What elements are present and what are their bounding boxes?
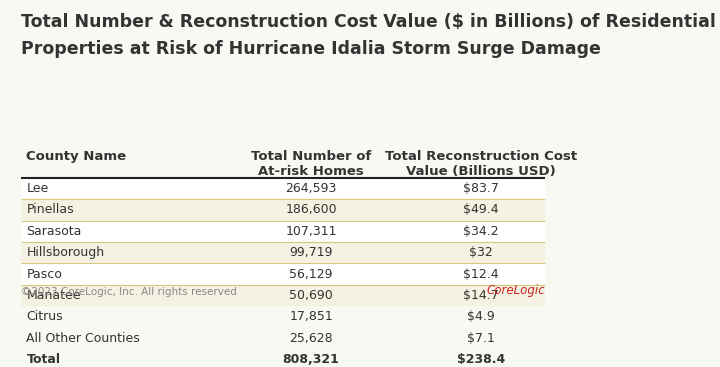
- Bar: [21, 285, 546, 306]
- Bar: [21, 199, 546, 221]
- Text: Total Number & Reconstruction Cost Value ($ in Billions) of Residential
Properti: Total Number & Reconstruction Cost Value…: [21, 13, 716, 58]
- Text: Total Number of
At-risk Homes: Total Number of At-risk Homes: [251, 150, 372, 178]
- Text: 56,129: 56,129: [289, 268, 333, 280]
- Text: Total: Total: [27, 353, 60, 366]
- Text: ©2023 CoreLogic, Inc. All rights reserved: ©2023 CoreLogic, Inc. All rights reserve…: [21, 287, 237, 297]
- Text: $238.4: $238.4: [457, 353, 505, 366]
- Text: $7.1: $7.1: [467, 332, 495, 345]
- Text: 186,600: 186,600: [285, 203, 337, 216]
- Bar: [21, 306, 546, 328]
- Bar: [21, 349, 546, 367]
- Text: Pinellas: Pinellas: [27, 203, 74, 216]
- Text: 50,690: 50,690: [289, 289, 333, 302]
- Text: 808,321: 808,321: [283, 353, 340, 366]
- Text: 99,719: 99,719: [289, 246, 333, 259]
- Text: 264,593: 264,593: [285, 182, 337, 195]
- Text: CoreLogic: CoreLogic: [487, 284, 546, 297]
- Text: All Other Counties: All Other Counties: [27, 332, 140, 345]
- Text: $12.4: $12.4: [464, 268, 499, 280]
- Text: $83.7: $83.7: [464, 182, 499, 195]
- Text: County Name: County Name: [27, 150, 127, 163]
- Text: Sarasota: Sarasota: [27, 225, 82, 238]
- Text: $14.7: $14.7: [464, 289, 499, 302]
- Text: Citrus: Citrus: [27, 310, 63, 323]
- Text: 25,628: 25,628: [289, 332, 333, 345]
- Bar: [21, 178, 546, 199]
- Text: $4.9: $4.9: [467, 310, 495, 323]
- Text: 107,311: 107,311: [285, 225, 337, 238]
- Bar: [21, 328, 546, 349]
- Text: 17,851: 17,851: [289, 310, 333, 323]
- Text: Hillsborough: Hillsborough: [27, 246, 104, 259]
- Bar: [21, 242, 546, 264]
- Text: Total Reconstruction Cost
Value (Billions USD): Total Reconstruction Cost Value (Billion…: [385, 150, 577, 178]
- Text: Lee: Lee: [27, 182, 49, 195]
- Text: $49.4: $49.4: [464, 203, 499, 216]
- Text: Pasco: Pasco: [27, 268, 63, 280]
- Text: Manatee: Manatee: [27, 289, 81, 302]
- Text: $34.2: $34.2: [464, 225, 499, 238]
- Bar: [21, 264, 546, 285]
- Bar: [21, 221, 546, 242]
- Text: $32: $32: [469, 246, 493, 259]
